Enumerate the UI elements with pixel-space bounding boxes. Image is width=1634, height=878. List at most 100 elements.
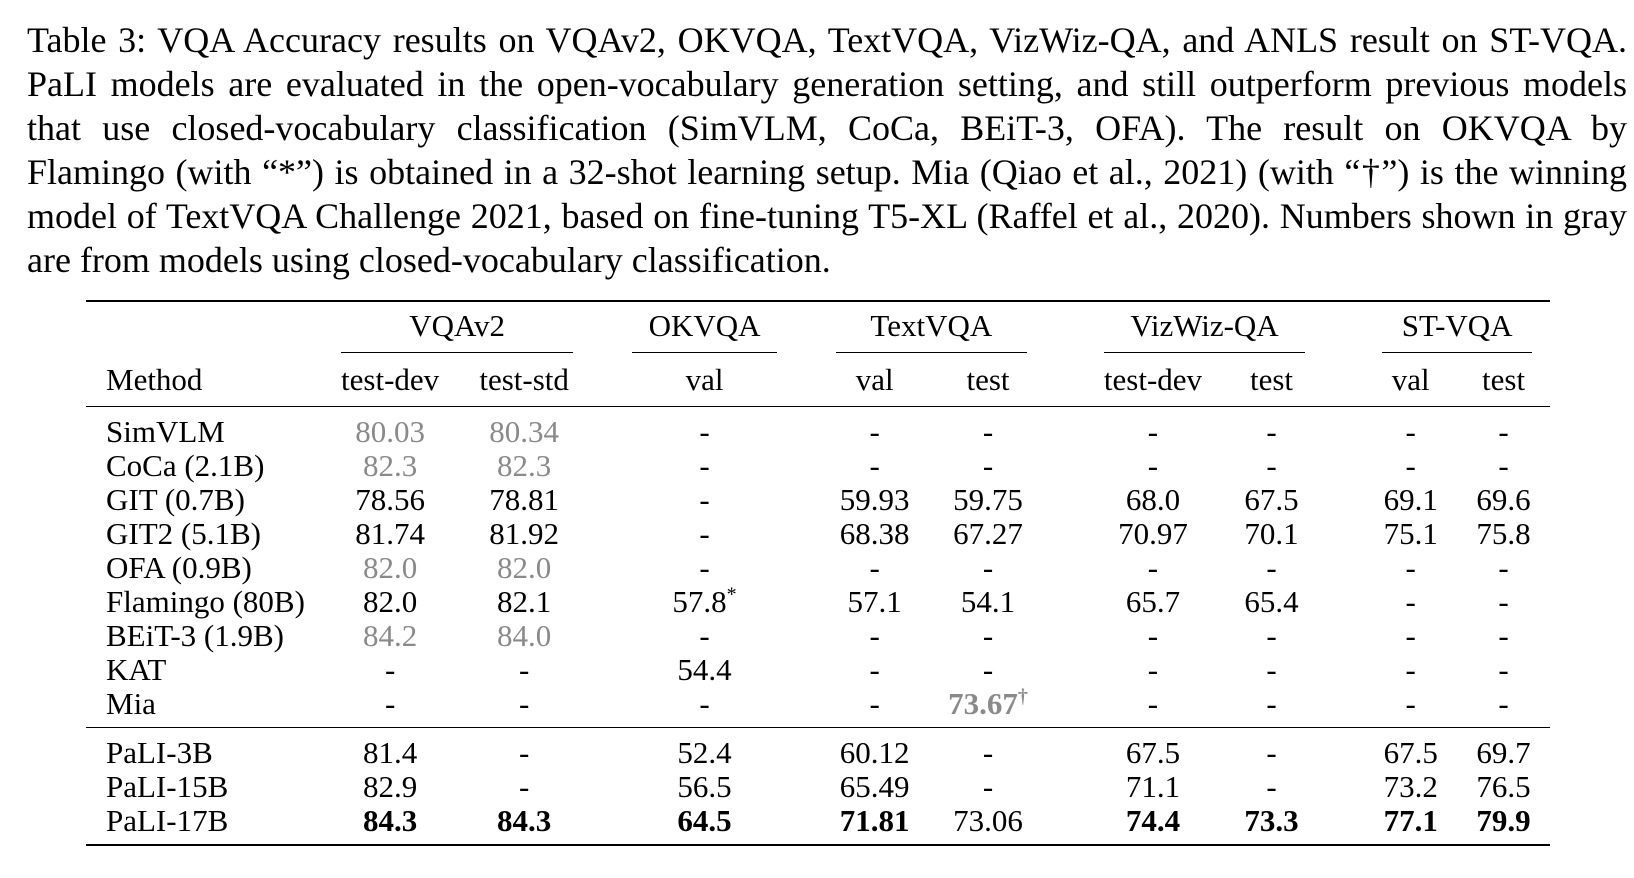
value-cell: 78.81: [457, 483, 591, 517]
value-text: -: [1266, 652, 1277, 687]
value-cell: -: [931, 728, 1044, 771]
table-row: GIT (0.7B) 78.56 78.81 - 59.93 59.75 68.0 67.5 6…: [86, 483, 1550, 517]
value-text: -: [518, 652, 530, 687]
value-text: -: [1266, 618, 1277, 653]
spacer-cell: [1323, 804, 1365, 846]
value-text: 75.8: [1476, 516, 1531, 551]
value-cell: -: [1086, 449, 1220, 483]
value-cell: -: [457, 653, 591, 687]
value-cell: -: [1220, 687, 1323, 728]
spacer-cell: [1323, 653, 1364, 687]
group-header-vqav2: VQAv2: [323, 301, 591, 354]
table-caption: Table 3: VQA Accuracy results on VQAv2, …: [27, 20, 1627, 280]
method-cell: GIT (0.7B): [106, 482, 245, 517]
value-cell: -: [1220, 407, 1323, 450]
value-text: 80.34: [489, 414, 559, 449]
subheader-cell: val: [685, 362, 724, 397]
value-text: 71.1: [1125, 769, 1181, 804]
value-text: 69.7: [1476, 735, 1531, 770]
value-cell: -: [632, 483, 776, 517]
spacer-cell: [1045, 619, 1086, 653]
value-text: 82.3: [362, 448, 418, 483]
value-cell: 81.92: [457, 517, 591, 551]
value-cell: -: [818, 619, 931, 653]
method-cell: PaLI-17B: [86, 804, 324, 846]
table-row: KAT - - 54.4 - - - - - -: [86, 653, 1550, 687]
value-text: 82.0: [362, 550, 418, 585]
empty-header-cell: [86, 301, 323, 354]
value-text: -: [1147, 618, 1159, 653]
value-text: -: [1147, 652, 1159, 687]
spacer-cell: [777, 687, 818, 728]
spacer-cell: [777, 585, 818, 619]
value-text: -: [1405, 686, 1416, 721]
method-cell: CoCa (2.1B): [106, 448, 265, 483]
subheader-cell: test: [1249, 362, 1294, 397]
spacer-cell: [1323, 517, 1364, 551]
spacer-cell: [591, 407, 632, 450]
value-text: -: [699, 414, 710, 449]
value-cell: 71.1: [1086, 770, 1220, 804]
value-cell: -: [632, 551, 776, 585]
value-cell: 57.1: [818, 585, 931, 619]
value-text: -: [982, 550, 994, 585]
spacer-cell: [1323, 551, 1364, 585]
value-cell: -: [1457, 407, 1550, 450]
value-text: 80.03: [355, 414, 425, 449]
value-text: -: [1266, 735, 1277, 770]
spacer-cell: [591, 728, 632, 771]
value-cell: -: [818, 687, 931, 728]
value-text: 65.7: [1125, 584, 1181, 619]
subheader-cell: val: [1391, 362, 1430, 397]
value-cell: -: [1220, 449, 1323, 483]
table-row: GIT2 (5.1B) 81.74 81.92 - 68.38 67.27 70.97 70.…: [86, 517, 1550, 551]
value-text: 81.74: [355, 516, 425, 551]
value-text: 59.75: [953, 482, 1023, 517]
value-text: -: [1498, 414, 1509, 449]
value-text: -: [1498, 686, 1509, 721]
method-header: Method: [106, 362, 203, 397]
spacer-cell: [1323, 585, 1364, 619]
value-cell: 65.7: [1086, 585, 1220, 619]
value-cell: -: [1364, 687, 1457, 728]
spacer-cell: [591, 619, 632, 653]
value-cell: 78.56: [323, 483, 457, 517]
value-text: -: [1405, 414, 1416, 449]
value-cell: 82.0: [323, 551, 457, 585]
table-row: SimVLM 80.03 80.34 - - - - - - -: [86, 407, 1550, 450]
value-cell: 82.3: [323, 449, 457, 483]
value-cell: 77.1: [1364, 804, 1458, 846]
value-text: 84.0: [497, 618, 552, 653]
table-row: CoCa (2.1B) 82.3 82.3 - - - - - - -: [86, 449, 1550, 483]
spacer-cell: [777, 517, 818, 551]
prior-methods-body: SimVLM 80.03 80.34- - - - - - - CoCa (2.1B) 82.3 82…: [86, 407, 1550, 728]
value-text: 57.8: [672, 584, 727, 619]
value-text: -: [1498, 448, 1509, 483]
value-text: -: [982, 652, 994, 687]
value-text: -: [1266, 550, 1277, 585]
value-text: 67.5: [1383, 735, 1438, 770]
spacer-cell: [591, 653, 632, 687]
value-text: 82.1: [497, 584, 552, 619]
value-cell: -: [1364, 449, 1457, 483]
value-text: 68.38: [839, 516, 910, 551]
value-text: -: [869, 652, 880, 687]
value-text: 54.1: [960, 584, 1016, 619]
value-text: 57.1: [847, 584, 902, 619]
subheader-cell: test: [966, 362, 1010, 397]
value-cell: -: [931, 619, 1044, 653]
value-cell: 60.12: [818, 728, 931, 771]
value-cell: 69.1: [1364, 483, 1457, 517]
value-cell: 70.1: [1220, 517, 1323, 551]
value-text: -: [518, 769, 530, 804]
table-row: PaLI-17B 84.3 84.3 64.5 71.81 73.06 74.4 73.3 77…: [86, 803, 1550, 846]
spacer-cell: [1045, 483, 1086, 517]
value-cell: 81.4: [323, 728, 457, 771]
value-text: 73.06: [953, 803, 1023, 838]
value-text: -: [1266, 448, 1277, 483]
value-cell: -: [1457, 619, 1550, 653]
group-header-okvqa: OKVQA: [632, 301, 777, 354]
spacer-cell: [777, 449, 818, 483]
value-text: 67.27: [953, 516, 1023, 551]
value-cell: 84.2: [323, 619, 457, 653]
